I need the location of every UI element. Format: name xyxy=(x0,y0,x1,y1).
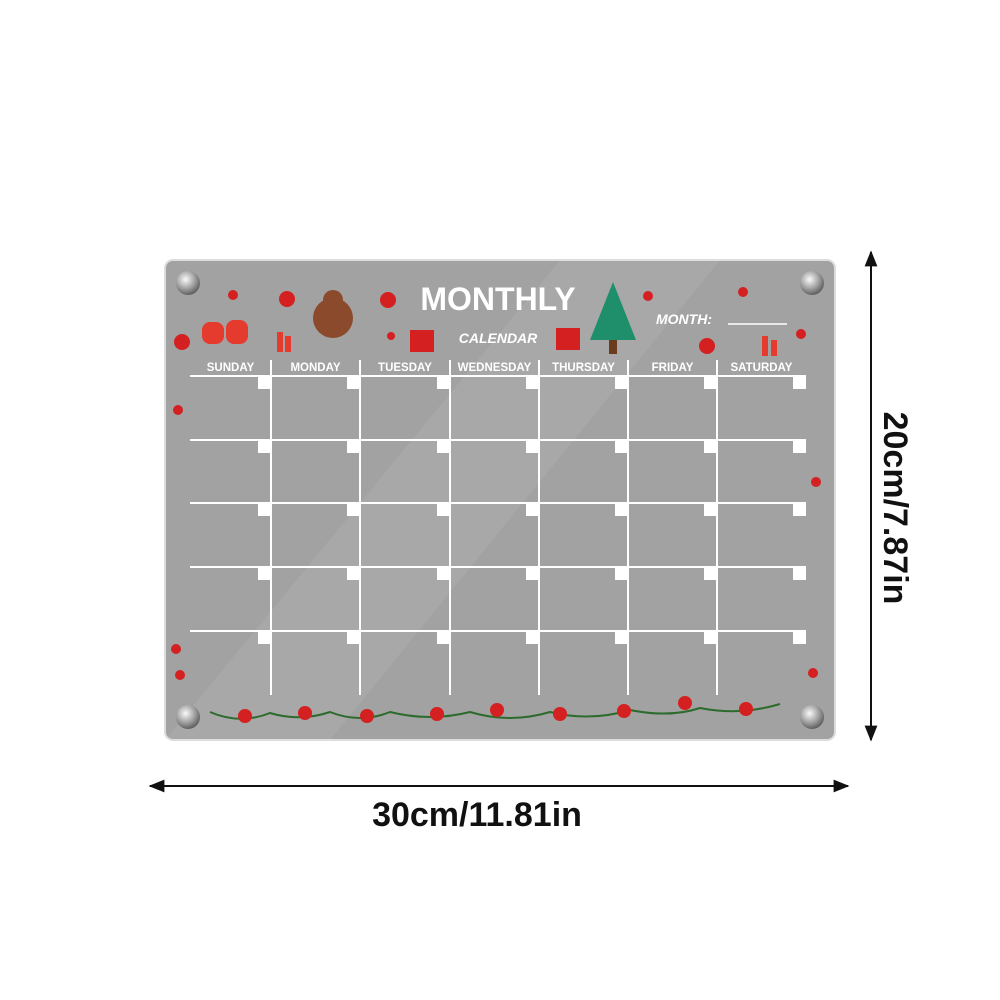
date-box xyxy=(347,503,360,516)
date-box xyxy=(258,503,271,516)
day-header: THURSDAY xyxy=(552,362,615,374)
date-box xyxy=(526,503,539,516)
date-box xyxy=(347,376,360,389)
date-box xyxy=(526,631,539,644)
date-box xyxy=(793,503,806,516)
day-header: MONDAY xyxy=(290,362,340,374)
date-box xyxy=(258,631,271,644)
date-box xyxy=(615,440,628,453)
day-header: SATURDAY xyxy=(731,362,793,374)
date-box xyxy=(437,376,450,389)
board-title: MONTHLY xyxy=(420,281,575,317)
board-subtitle: CALENDAR xyxy=(459,330,538,346)
date-box xyxy=(615,376,628,389)
date-box xyxy=(615,567,628,580)
date-box xyxy=(347,440,360,453)
day-header: FRIDAY xyxy=(652,362,694,374)
decorations xyxy=(171,282,821,723)
date-box xyxy=(704,376,717,389)
date-box xyxy=(258,376,271,389)
calendar-grid xyxy=(190,360,806,695)
date-box xyxy=(793,376,806,389)
date-box xyxy=(526,376,539,389)
date-box xyxy=(793,567,806,580)
height-label: 20cm/7.87in xyxy=(876,412,914,605)
month-label: MONTH: xyxy=(656,311,712,327)
day-header: SUNDAY xyxy=(207,362,255,374)
width-label: 30cm/11.81in xyxy=(372,796,582,834)
date-box xyxy=(704,567,717,580)
day-headers: SUNDAY MONDAY TUESDAY WEDNESDAY THURSDAY FRID… xyxy=(207,362,793,374)
dimension-arrows xyxy=(148,250,878,793)
date-box xyxy=(704,631,717,644)
date-box xyxy=(526,440,539,453)
date-box xyxy=(258,440,271,453)
board xyxy=(164,259,836,741)
date-box xyxy=(347,567,360,580)
date-box xyxy=(704,503,717,516)
date-box xyxy=(437,503,450,516)
date-box xyxy=(615,631,628,644)
date-box xyxy=(793,631,806,644)
date-box xyxy=(437,567,450,580)
day-header: WEDNESDAY xyxy=(458,362,532,374)
date-box xyxy=(437,631,450,644)
date-box xyxy=(793,440,806,453)
date-box xyxy=(526,567,539,580)
date-box xyxy=(437,440,450,453)
day-header: TUESDAY xyxy=(378,362,432,374)
date-box xyxy=(704,440,717,453)
date-box xyxy=(258,567,271,580)
date-box xyxy=(615,503,628,516)
date-box xyxy=(347,631,360,644)
